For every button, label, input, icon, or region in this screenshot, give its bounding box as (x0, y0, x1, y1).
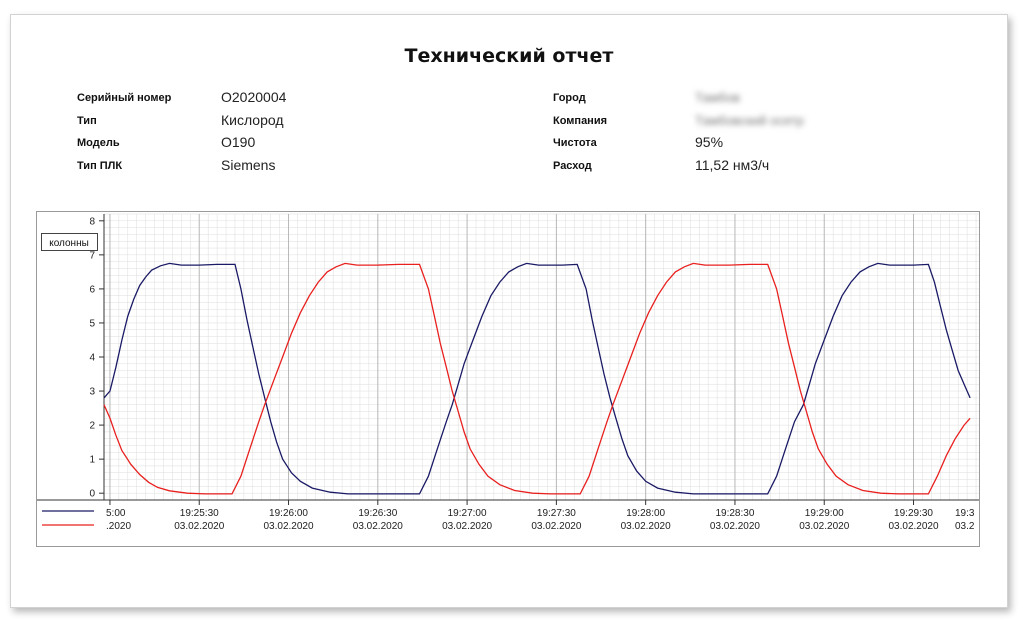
x-tick-label: 19:27:30 (537, 508, 576, 519)
plc-type-label: Тип ПЛК (77, 160, 123, 172)
x-tick-label: 19:28:00 (626, 508, 665, 519)
x-tick-label: 19:26:00 (269, 508, 308, 519)
x-tick-label: 19:26:30 (358, 508, 397, 519)
series-line-1 (103, 262, 971, 495)
x-tick-date: 03.02.2020 (799, 521, 849, 532)
purity-label: Чистота (553, 137, 597, 149)
y-tick-label: 7 (89, 250, 95, 261)
y-tick-label: 1 (89, 455, 95, 466)
serial-value: O2020004 (221, 89, 287, 105)
company-value: Тамбовский осетр (695, 113, 804, 128)
x-tick-label: 19:3 (955, 508, 975, 519)
x-tick-date: 03.02.2020 (263, 521, 313, 532)
x-tick-label: 19:27:00 (448, 508, 487, 519)
purity-value: 95% (695, 134, 724, 150)
x-tick-date: .2020 (106, 521, 131, 532)
x-tick-date: 03.02.2020 (621, 521, 671, 532)
x-tick-date: 03.02.2020 (531, 521, 581, 532)
series-line-0 (103, 262, 971, 495)
x-tick-label: 19:25:30 (180, 508, 219, 519)
y-axis-label: колонны (49, 238, 89, 249)
y-tick-label: 2 (89, 421, 95, 432)
city-value: Тамбов (695, 90, 740, 105)
x-tick-label: 19:28:30 (715, 508, 754, 519)
chart-frame (36, 211, 980, 547)
x-tick-date: 03.02.2020 (710, 521, 760, 532)
x-tick-date: 03.2 (955, 521, 975, 532)
x-tick-date: 03.02.2020 (353, 521, 403, 532)
x-tick-date: 03.02.2020 (442, 521, 492, 532)
x-tick-label: 5:00 (106, 508, 126, 519)
y-tick-label: 4 (89, 353, 95, 364)
y-tick-label: 0 (89, 489, 95, 500)
serial-label: Серийный номер (77, 92, 172, 104)
model-value: O190 (221, 134, 256, 150)
y-tick-label: 6 (89, 284, 95, 295)
y-tick-label: 8 (89, 216, 95, 227)
flow-label: Расход (553, 160, 592, 172)
y-tick-label: 5 (89, 318, 95, 329)
report-title: Технический отчет (404, 45, 614, 67)
x-tick-date: 03.02.2020 (888, 521, 938, 532)
y-tick-label: 3 (89, 387, 95, 398)
type-label: Тип (77, 115, 97, 127)
model-label: Модель (77, 137, 120, 149)
city-label: Город (553, 92, 586, 104)
x-tick-label: 19:29:30 (894, 508, 933, 519)
plc-type-value: Siemens (221, 157, 276, 173)
x-tick-label: 19:29:00 (805, 508, 844, 519)
y-axis-label-box (41, 233, 98, 251)
type-value: Кислород (221, 112, 284, 128)
x-tick-date: 03.02.2020 (174, 521, 224, 532)
company-label: Компания (553, 115, 608, 127)
flow-value: 11,52 нм3/ч (695, 157, 770, 173)
